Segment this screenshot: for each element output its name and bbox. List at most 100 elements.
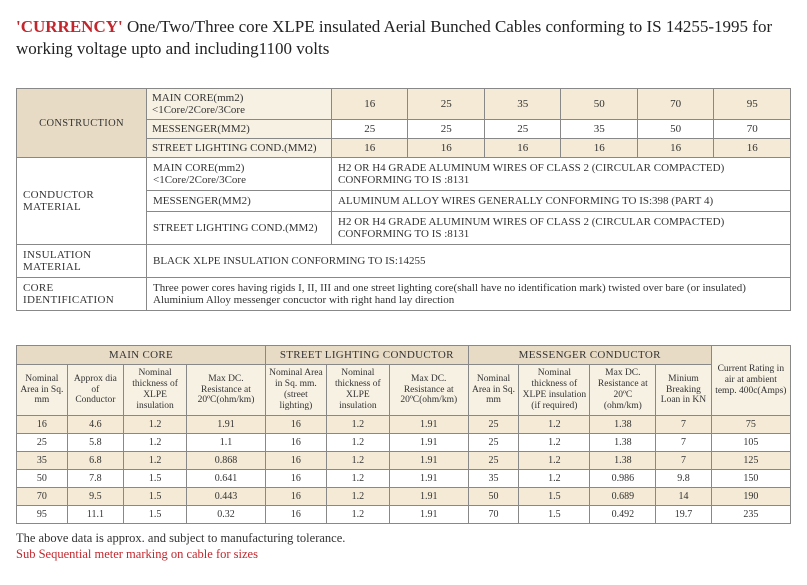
cell: 4.6 [67, 415, 123, 433]
row-messenger: MESSENGER(MM2) [147, 120, 332, 139]
col-current: Current Rating in air at ambient temp. 4… [711, 346, 790, 416]
table-row: 9511.11.50.32161.21.91701.50.49219.7235 [17, 505, 791, 523]
col-head: Nominal thickness of XLPE insulation [124, 365, 187, 416]
cell: 16 [265, 433, 326, 451]
cell: 1.2 [124, 433, 187, 451]
cell: 1.91 [187, 415, 266, 433]
v: 95 [714, 89, 791, 120]
cell: 16 [17, 415, 68, 433]
cell: 16 [265, 487, 326, 505]
cell: 25 [468, 433, 519, 451]
cell: 235 [711, 505, 790, 523]
cell: 9.8 [656, 469, 711, 487]
cell: 14 [656, 487, 711, 505]
col-head: Minium Breaking Loan in KN [656, 365, 711, 416]
v: 70 [637, 89, 713, 120]
col-head: Nominal Area in Sq. mm [468, 365, 519, 416]
v: 50 [561, 89, 637, 120]
cell: 1.2 [326, 469, 389, 487]
cell: 1.2 [326, 487, 389, 505]
title-desc: One/Two/Three core XLPE insulated Aerial… [16, 17, 772, 58]
cell: 150 [711, 469, 790, 487]
cell: 1.5 [124, 505, 187, 523]
cell: 16 [265, 451, 326, 469]
cell: 25 [17, 433, 68, 451]
brand-name: 'CURRENCY' [16, 17, 123, 36]
cell: 1.2 [519, 433, 590, 451]
cell: 0.986 [590, 469, 656, 487]
note-messenger: ALUMINUM ALLOY WIRES GENERALLY CONFORMIN… [332, 191, 791, 212]
cell: 0.868 [187, 451, 266, 469]
label-conductor-material: CONDUCTOR MATERIAL [17, 158, 147, 245]
cell: 1.2 [326, 451, 389, 469]
cell: 1.91 [389, 451, 468, 469]
v: 25 [484, 120, 560, 139]
label-insulation-material: INSULATION MATERIAL [17, 245, 147, 278]
cell: 1.91 [389, 433, 468, 451]
cell: 1.2 [519, 415, 590, 433]
col-head: Max DC. Resistance at 20ºC (ohm/km) [590, 365, 656, 416]
footnote-1: The above data is approx. and subject to… [16, 530, 791, 546]
cell: 16 [265, 415, 326, 433]
row-messenger2: MESSENGER(MM2) [147, 191, 332, 212]
cell: 1.38 [590, 451, 656, 469]
col-head: Approx dia of Conductor [67, 365, 123, 416]
v: 25 [332, 120, 408, 139]
cell: 1.38 [590, 415, 656, 433]
v: 16 [561, 139, 637, 158]
cell: 0.443 [187, 487, 266, 505]
note-core-id: Three power cores having rigids I, II, I… [147, 278, 791, 311]
cell: 75 [711, 415, 790, 433]
cell: 50 [17, 469, 68, 487]
note-insulation: BLACK XLPE INSULATION CONFORMING TO IS:1… [147, 245, 791, 278]
cell: 70 [468, 505, 519, 523]
cell: 0.492 [590, 505, 656, 523]
cell: 125 [711, 451, 790, 469]
cell: 1.1 [187, 433, 266, 451]
cell: 1.38 [590, 433, 656, 451]
row-street2: STREET LIGHTING COND.(MM2) [147, 212, 332, 245]
v: 25 [408, 120, 484, 139]
v: 16 [637, 139, 713, 158]
cell: 1.2 [519, 469, 590, 487]
group-street: STREET LIGHTING CONDUCTOR [265, 346, 468, 365]
col-head: Nominal thickness of XLPE insulation [326, 365, 389, 416]
cell: 35 [468, 469, 519, 487]
v: 16 [332, 139, 408, 158]
cell: 7 [656, 433, 711, 451]
construction-table: CONSTRUCTION MAIN CORE(mm2)<1Core/2Core/… [16, 88, 791, 311]
table-row: 356.81.20.868161.21.91251.21.387125 [17, 451, 791, 469]
cell: 16 [265, 469, 326, 487]
cell: 1.5 [519, 505, 590, 523]
cell: 1.91 [389, 469, 468, 487]
col-head: Nominal Area in Sq. mm [17, 365, 68, 416]
cell: 1.91 [389, 505, 468, 523]
spec-table: MAIN CORE STREET LIGHTING CONDUCTOR MESS… [16, 345, 791, 524]
cell: 11.1 [67, 505, 123, 523]
label-core-identification: CORE IDENTIFICATION [17, 278, 147, 311]
group-main-core: MAIN CORE [17, 346, 266, 365]
v: 35 [561, 120, 637, 139]
cell: 0.689 [590, 487, 656, 505]
v: 16 [484, 139, 560, 158]
group-messenger: MESSENGER CONDUCTOR [468, 346, 711, 365]
table-row: 507.81.50.641161.21.91351.20.9869.8150 [17, 469, 791, 487]
note-main-core: H2 OR H4 GRADE ALUMINUM WIRES OF CLASS 2… [332, 158, 791, 191]
cell: 1.5 [519, 487, 590, 505]
cell: 1.91 [389, 487, 468, 505]
cell: 1.91 [389, 415, 468, 433]
cell: 1.2 [326, 415, 389, 433]
col-head: Max DC. Resistance at 20ºC(ohm/km) [187, 365, 266, 416]
cell: 1.2 [124, 415, 187, 433]
col-head: Max DC. Resistance at 20ºC(ohm/km) [389, 365, 468, 416]
v: 16 [408, 139, 484, 158]
note-street: H2 OR H4 GRADE ALUMINUM WIRES OF CLASS 2… [332, 212, 791, 245]
footnotes: The above data is approx. and subject to… [16, 530, 791, 563]
cell: 16 [265, 505, 326, 523]
cell: 1.2 [326, 433, 389, 451]
v: 50 [637, 120, 713, 139]
table-row: 709.51.50.443161.21.91501.50.68914190 [17, 487, 791, 505]
v: 25 [408, 89, 484, 120]
cell: 7 [656, 415, 711, 433]
cell: 25 [468, 451, 519, 469]
